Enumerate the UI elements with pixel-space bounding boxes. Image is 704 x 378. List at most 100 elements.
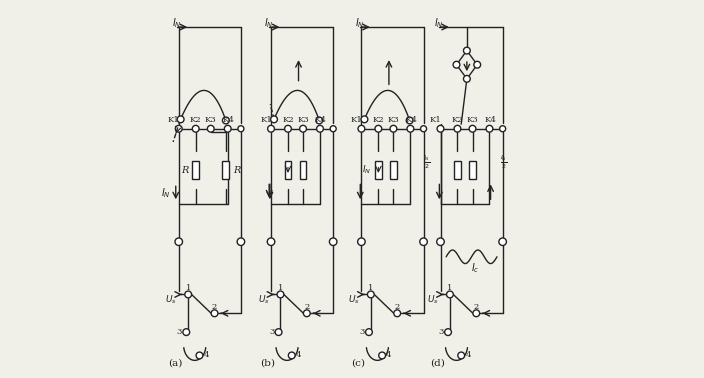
- Circle shape: [486, 125, 493, 132]
- Circle shape: [177, 116, 184, 123]
- Circle shape: [192, 125, 199, 132]
- Text: K3: K3: [388, 116, 399, 124]
- Circle shape: [361, 116, 367, 123]
- Text: (a): (a): [168, 358, 183, 367]
- Text: K1: K1: [260, 116, 272, 124]
- Circle shape: [453, 61, 460, 68]
- Circle shape: [268, 125, 275, 132]
- Text: (c): (c): [351, 358, 365, 367]
- Circle shape: [445, 329, 451, 336]
- Bar: [300, 161, 306, 179]
- Bar: [284, 161, 291, 179]
- Circle shape: [183, 329, 189, 336]
- Circle shape: [238, 126, 244, 132]
- Circle shape: [394, 310, 401, 317]
- Circle shape: [367, 291, 375, 298]
- Text: 4: 4: [465, 352, 471, 359]
- Text: 1: 1: [447, 284, 453, 292]
- Circle shape: [420, 238, 427, 245]
- Circle shape: [303, 310, 310, 317]
- Circle shape: [275, 329, 282, 336]
- Text: K1: K1: [351, 116, 363, 124]
- Circle shape: [469, 125, 476, 132]
- Circle shape: [473, 310, 479, 317]
- Circle shape: [406, 117, 413, 124]
- Circle shape: [458, 352, 465, 359]
- Circle shape: [420, 126, 427, 132]
- Text: 4: 4: [386, 352, 391, 359]
- Text: K1: K1: [168, 116, 180, 124]
- Text: K3: K3: [467, 116, 479, 124]
- Circle shape: [196, 352, 203, 359]
- Circle shape: [463, 47, 470, 54]
- Text: 4: 4: [203, 352, 209, 359]
- Text: $U_s$: $U_s$: [258, 294, 270, 306]
- Text: 2: 2: [474, 302, 479, 310]
- Text: $\frac{I_N}{2}$: $\frac{I_N}{2}$: [500, 154, 508, 172]
- Circle shape: [208, 125, 214, 132]
- Text: (b): (b): [260, 358, 275, 367]
- Text: 1: 1: [368, 284, 374, 292]
- Bar: [469, 161, 476, 179]
- Text: K3: K3: [297, 116, 309, 124]
- Circle shape: [268, 238, 275, 245]
- Text: $I_N$: $I_N$: [363, 164, 372, 177]
- Text: 1: 1: [278, 284, 283, 292]
- Circle shape: [175, 125, 182, 132]
- Text: $I_c$: $I_c$: [471, 261, 479, 275]
- Circle shape: [436, 238, 444, 245]
- Text: $U_s$: $U_s$: [427, 294, 439, 306]
- Bar: [222, 161, 230, 179]
- Text: 1: 1: [185, 284, 191, 292]
- Text: (d): (d): [430, 358, 445, 367]
- Text: $U_s$: $U_s$: [348, 294, 360, 306]
- Bar: [192, 161, 199, 179]
- Circle shape: [358, 125, 365, 132]
- Bar: [454, 161, 461, 179]
- Circle shape: [211, 310, 218, 317]
- Text: K4: K4: [484, 116, 496, 124]
- Text: 3: 3: [177, 328, 182, 336]
- Circle shape: [225, 125, 231, 132]
- Text: $I_N$: $I_N$: [161, 186, 170, 200]
- Circle shape: [330, 126, 337, 132]
- Circle shape: [454, 125, 461, 132]
- Circle shape: [375, 125, 382, 132]
- Text: K4: K4: [406, 116, 417, 124]
- Text: $I_N$: $I_N$: [264, 16, 274, 30]
- Circle shape: [317, 125, 323, 132]
- Circle shape: [390, 125, 397, 132]
- Text: K1: K1: [429, 116, 441, 124]
- Circle shape: [379, 352, 386, 359]
- Circle shape: [277, 291, 284, 298]
- Circle shape: [446, 291, 453, 298]
- Text: 3: 3: [439, 328, 444, 336]
- Circle shape: [500, 126, 505, 132]
- Text: 2: 2: [304, 302, 310, 310]
- Text: R: R: [233, 166, 240, 175]
- Text: $I_N$: $I_N$: [172, 16, 182, 30]
- Circle shape: [316, 117, 322, 124]
- Text: 4: 4: [296, 352, 301, 359]
- Circle shape: [365, 329, 372, 336]
- Text: R: R: [182, 166, 189, 175]
- Circle shape: [329, 238, 337, 245]
- Bar: [390, 161, 397, 179]
- Text: K2: K2: [372, 116, 384, 124]
- Text: 2: 2: [212, 302, 217, 310]
- Text: K4: K4: [315, 116, 327, 124]
- Text: 2: 2: [394, 302, 400, 310]
- Circle shape: [499, 238, 506, 245]
- Text: $I_N$: $I_N$: [434, 16, 444, 30]
- Circle shape: [289, 352, 295, 359]
- Circle shape: [300, 125, 306, 132]
- Text: K4: K4: [222, 116, 234, 124]
- Text: K2: K2: [452, 116, 463, 124]
- Text: K2: K2: [282, 116, 294, 124]
- Text: 3: 3: [269, 328, 275, 336]
- Circle shape: [237, 238, 245, 245]
- Circle shape: [437, 125, 444, 132]
- Text: $\frac{I_N}{2}$: $\frac{I_N}{2}$: [422, 154, 430, 172]
- Circle shape: [270, 116, 277, 123]
- Text: $U_s$: $U_s$: [165, 294, 177, 306]
